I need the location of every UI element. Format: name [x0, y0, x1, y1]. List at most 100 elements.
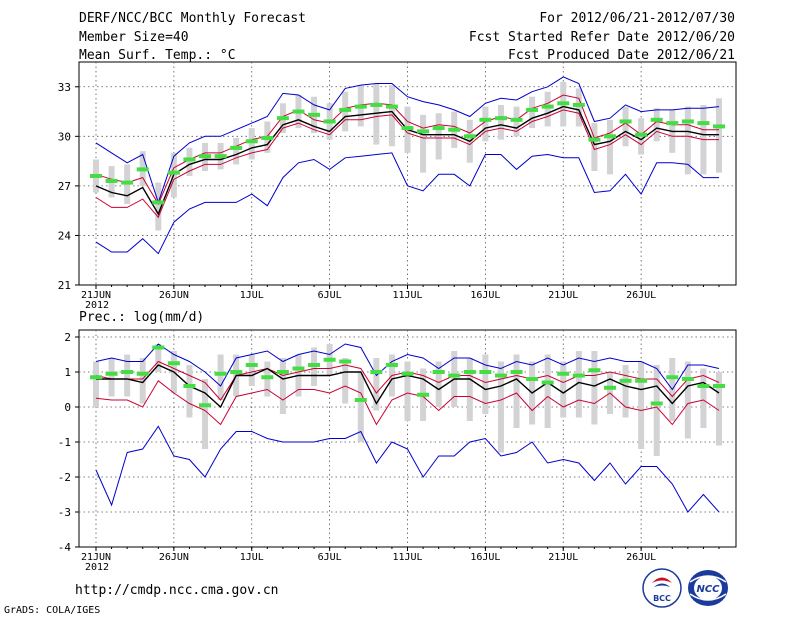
green-mark	[713, 124, 725, 129]
spread-bar	[638, 361, 645, 449]
x-tick-label: 6JUL	[318, 290, 342, 301]
green-mark	[401, 371, 414, 376]
y-tick-label: 1	[64, 366, 71, 379]
spread-bar	[357, 372, 364, 442]
spread-bar	[202, 379, 209, 449]
green-mark	[417, 129, 430, 134]
spread-bar	[544, 354, 551, 428]
green-mark	[588, 137, 601, 142]
spread-bar	[684, 361, 691, 439]
green-mark	[167, 170, 180, 175]
y-tick-label: 24	[58, 229, 72, 242]
green-mark	[276, 116, 289, 121]
x-tick-label: 21JUN	[81, 552, 111, 563]
x-tick-label: 16JUL	[470, 552, 500, 563]
bcc-logo-text: BCC	[653, 594, 671, 603]
spread-bar	[139, 358, 146, 404]
series-line-lower	[95, 109, 719, 219]
green-mark	[214, 371, 227, 376]
series-line-min	[95, 152, 719, 255]
bcc-logo-icon: BCC	[642, 568, 682, 608]
green-mark	[417, 392, 430, 397]
green-mark	[401, 126, 414, 131]
spread-bar	[248, 128, 255, 160]
green-mark	[588, 368, 601, 373]
forecast-start-label: Fcst Started Refer Date 2012/06/20	[468, 30, 735, 45]
green-mark	[697, 384, 710, 388]
green-mark	[494, 373, 507, 378]
green-mark	[354, 398, 367, 402]
green-mark	[121, 370, 134, 374]
x-tick-label: 21JUL	[548, 552, 578, 563]
green-mark	[650, 401, 663, 406]
green-mark	[635, 378, 648, 383]
spread-bar	[575, 351, 582, 418]
green-mark	[385, 104, 398, 109]
green-mark	[541, 380, 554, 385]
green-mark	[308, 112, 321, 117]
green-mark	[152, 200, 165, 205]
spread-bar	[560, 361, 567, 418]
spread-bar	[622, 106, 629, 147]
spread-bar	[233, 137, 240, 165]
green-mark	[292, 109, 305, 114]
x-tick-label: 21JUL	[548, 290, 578, 301]
green-mark	[448, 373, 461, 378]
green-mark	[572, 102, 585, 107]
green-mark	[90, 173, 102, 178]
ncc-logo-icon: NCC	[688, 570, 728, 606]
green-mark	[214, 154, 227, 159]
green-mark	[183, 384, 196, 388]
green-mark	[323, 357, 336, 362]
green-mark	[463, 370, 476, 374]
spread-bar	[591, 351, 598, 425]
forecast-produced-label: Fcst Produced Date 2012/06/21	[508, 48, 735, 63]
spread-bar	[420, 114, 427, 173]
spread-bar	[497, 104, 504, 140]
green-mark	[681, 377, 694, 381]
spread-bar	[684, 106, 691, 175]
green-mark	[136, 371, 149, 376]
x-tick-label: 6JUL	[318, 552, 342, 563]
x-tick-label: 11JUL	[392, 290, 422, 301]
green-mark	[105, 178, 118, 183]
y-tick-label: 30	[58, 130, 71, 143]
spread-bar	[591, 123, 598, 172]
spread-bar	[466, 358, 473, 421]
spread-bar	[124, 354, 131, 397]
green-mark	[230, 370, 243, 374]
spread-bar	[248, 354, 255, 386]
grads-credit: GrADS: COLA/IGES	[4, 605, 101, 616]
green-mark	[510, 117, 523, 122]
green-mark	[557, 101, 570, 106]
spread-bar	[513, 354, 520, 428]
y-tick-label: 2	[64, 331, 71, 344]
green-mark	[432, 126, 445, 131]
spread-bar	[435, 361, 442, 407]
source-url[interactable]: http://cmdp.ncc.cma.gov.cn	[75, 583, 279, 598]
green-mark	[121, 180, 134, 185]
green-mark	[339, 359, 352, 364]
y-tick-label: -1	[58, 436, 71, 449]
green-mark	[448, 127, 461, 132]
green-mark	[463, 134, 476, 139]
spread-bar	[373, 83, 380, 145]
x-tick-label: 1JUL	[240, 552, 264, 563]
member-size-label: Member Size=40	[79, 30, 189, 45]
spread-bar	[653, 365, 660, 456]
spread-bar	[497, 361, 504, 453]
x-tick-label: 26JUN	[159, 290, 189, 301]
chart-title: DERF/NCC/BCC Monthly Forecast	[79, 11, 306, 26]
y-tick-label: 21	[58, 279, 71, 292]
green-mark	[167, 361, 180, 366]
y-tick-label: -4	[58, 541, 72, 554]
spread-bar	[700, 368, 707, 428]
green-mark	[697, 121, 710, 126]
green-mark	[183, 157, 196, 162]
green-mark	[105, 371, 118, 376]
spread-bar	[279, 358, 286, 414]
spread-bar	[622, 365, 629, 418]
green-mark	[245, 139, 258, 144]
green-mark	[494, 116, 507, 121]
